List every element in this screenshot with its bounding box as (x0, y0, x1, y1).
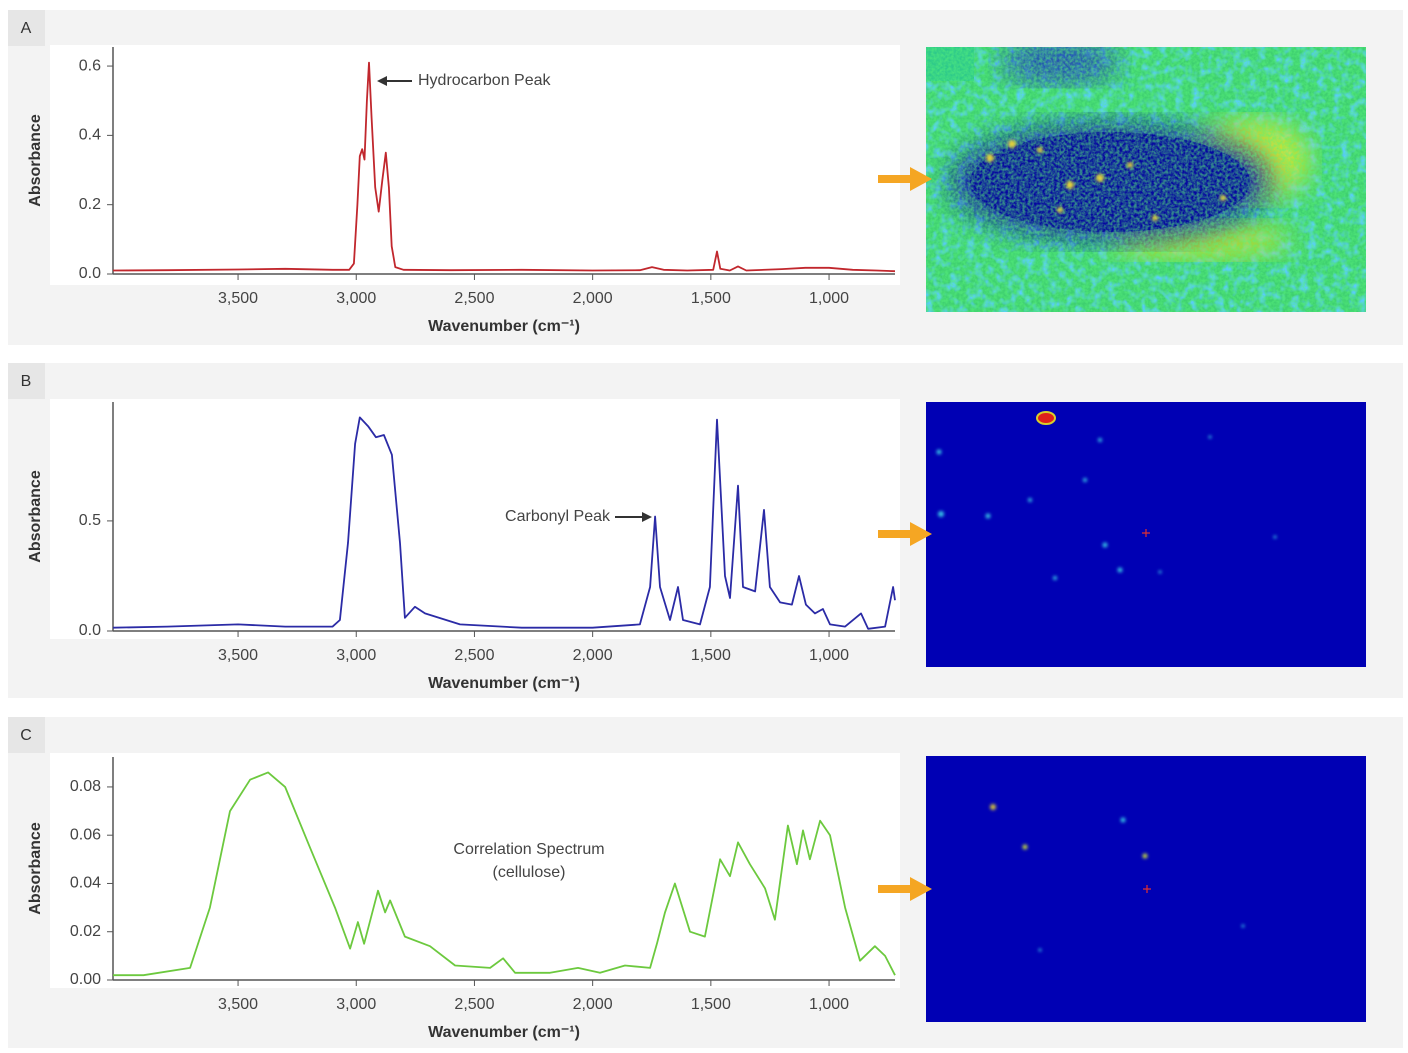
x-tick-label: 3,000 (336, 647, 376, 664)
y-tick-label: 0.08 (70, 778, 101, 795)
plot-bg (50, 753, 900, 988)
x-tick-label: 3,500 (218, 290, 258, 307)
x-axis-title: Wavenumber (cm⁻¹) (428, 1024, 580, 1041)
y-axis-title: Absorbance (27, 114, 44, 207)
annotation: Carbonyl Peak (505, 508, 611, 525)
panel-label: C (20, 727, 32, 744)
x-axis-title: Wavenumber (cm⁻¹) (428, 675, 580, 692)
x-tick-label: 2,500 (454, 647, 494, 664)
annotation: (cellulose) (493, 864, 566, 881)
annotation: Correlation Spectrum (453, 841, 604, 858)
x-tick-label: 1,000 (809, 290, 849, 307)
x-tick-label: 3,500 (218, 647, 258, 664)
plot-bg (50, 399, 900, 639)
y-tick-label: 0.0 (79, 265, 101, 282)
x-tick-label: 1,500 (691, 290, 731, 307)
panel-label: A (21, 20, 32, 37)
y-axis-title: Absorbance (27, 822, 44, 915)
y-tick-label: 0.2 (79, 196, 101, 213)
x-tick-label: 2,500 (454, 996, 494, 1013)
page: {"chart_data": [ {"type": "line", "label… (0, 0, 1408, 1048)
chem-image (926, 402, 1366, 667)
x-axis-title: Wavenumber (cm⁻¹) (428, 318, 580, 335)
y-tick-label: 0.4 (79, 127, 101, 144)
chem-image (926, 756, 1366, 1022)
x-tick-label: 3,000 (336, 290, 376, 307)
y-tick-label: 0.04 (70, 875, 101, 892)
x-tick-label: 2,000 (573, 290, 613, 307)
x-tick-label: 1,500 (691, 647, 731, 664)
x-tick-label: 2,000 (573, 647, 613, 664)
x-tick-label: 3,500 (218, 996, 258, 1013)
y-tick-label: 0.00 (70, 971, 101, 988)
y-tick-label: 0.02 (70, 923, 101, 940)
y-tick-label: 0.0 (79, 622, 101, 639)
x-tick-label: 2,000 (573, 996, 613, 1013)
annotation: Hydrocarbon Peak (418, 72, 552, 89)
y-tick-label: 0.5 (79, 512, 101, 529)
x-tick-label: 3,000 (336, 996, 376, 1013)
chem-image (926, 40, 1366, 312)
y-axis-title: Absorbance (27, 470, 44, 563)
x-tick-label: 1,000 (809, 996, 849, 1013)
x-tick-label: 2,500 (454, 290, 494, 307)
y-tick-label: 0.06 (70, 826, 101, 843)
y-tick-label: 0.6 (79, 57, 101, 74)
panel-label: B (21, 373, 32, 390)
x-tick-label: 1,500 (691, 996, 731, 1013)
x-tick-label: 1,000 (809, 647, 849, 664)
figure: A 0.0 0.2 0.4 0.6 3,500 3,000 2,500 2,000 1,500 1,… (0, 0, 1408, 1048)
